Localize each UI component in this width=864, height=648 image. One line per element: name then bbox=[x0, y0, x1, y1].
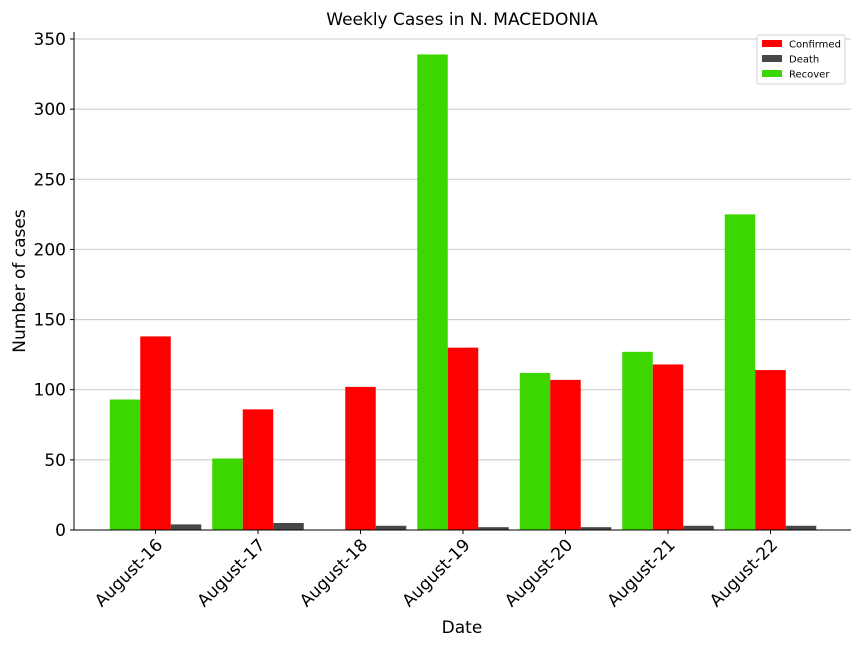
y-tick-label: 50 bbox=[44, 451, 66, 471]
bar-death-august-16 bbox=[170, 524, 202, 530]
legend-swatch-confirmed bbox=[762, 40, 782, 47]
bar-confirmed-august-19 bbox=[447, 347, 479, 530]
legend-label-death: Death bbox=[789, 55, 819, 66]
bar-recover-august-17 bbox=[212, 458, 243, 530]
chart-title: Weekly Cases in N. MACEDONIA bbox=[326, 10, 598, 30]
bar-confirmed-august-18 bbox=[345, 386, 376, 530]
x-tick-label: August-19 bbox=[399, 535, 475, 611]
bar-recover-august-16 bbox=[109, 399, 141, 530]
y-ticks: 0 50 100 150 200 250 300 350 bbox=[34, 30, 74, 541]
y-tick-label: 300 bbox=[34, 100, 66, 120]
bar-death-august-22 bbox=[785, 525, 817, 530]
bar-confirmed-august-16 bbox=[140, 336, 171, 530]
legend-swatch-death bbox=[762, 55, 782, 62]
bar-confirmed-august-20 bbox=[550, 379, 581, 530]
x-axis-label: Date bbox=[442, 618, 483, 638]
y-tick-label: 250 bbox=[34, 170, 66, 190]
y-tick-label: 150 bbox=[34, 311, 66, 331]
legend-swatch-recover bbox=[762, 70, 782, 77]
legend-label-confirmed: Confirmed bbox=[789, 40, 841, 51]
bar-recover-august-21 bbox=[622, 351, 653, 530]
x-tick-label: August-21 bbox=[604, 535, 680, 611]
x-tick-label: August-16 bbox=[91, 535, 167, 611]
legend-label-recover: Recover bbox=[789, 70, 830, 81]
bars bbox=[109, 54, 817, 531]
bar-recover-august-19 bbox=[417, 54, 448, 531]
x-tick-label: August-22 bbox=[706, 535, 782, 611]
legend: Confirmed Death Recover bbox=[756, 34, 846, 85]
y-axis-label: Number of cases bbox=[10, 209, 30, 353]
bar-confirmed-august-22 bbox=[755, 370, 786, 530]
bar-death-august-17 bbox=[273, 522, 304, 530]
x-ticks: August-16 August-17 August-18 August-19 Augu… bbox=[91, 530, 782, 611]
grid-lines bbox=[74, 38, 851, 461]
bar-death-august-21 bbox=[683, 525, 714, 530]
bar-death-august-19 bbox=[478, 527, 509, 530]
x-tick-label: August-20 bbox=[501, 535, 577, 611]
x-tick-label: August-17 bbox=[194, 535, 270, 611]
bar-death-august-18 bbox=[375, 525, 407, 530]
y-tick-label: 0 bbox=[55, 521, 66, 541]
bar-recover-august-20 bbox=[519, 372, 551, 530]
bar-confirmed-august-17 bbox=[242, 409, 274, 530]
bar-recover-august-22 bbox=[724, 214, 756, 530]
bar-confirmed-august-21 bbox=[652, 364, 684, 530]
y-tick-label: 350 bbox=[34, 30, 66, 50]
x-tick-label: August-18 bbox=[296, 535, 372, 611]
y-tick-label: 200 bbox=[34, 240, 66, 260]
y-tick-label: 100 bbox=[34, 381, 66, 401]
bar-death-august-20 bbox=[580, 527, 612, 530]
